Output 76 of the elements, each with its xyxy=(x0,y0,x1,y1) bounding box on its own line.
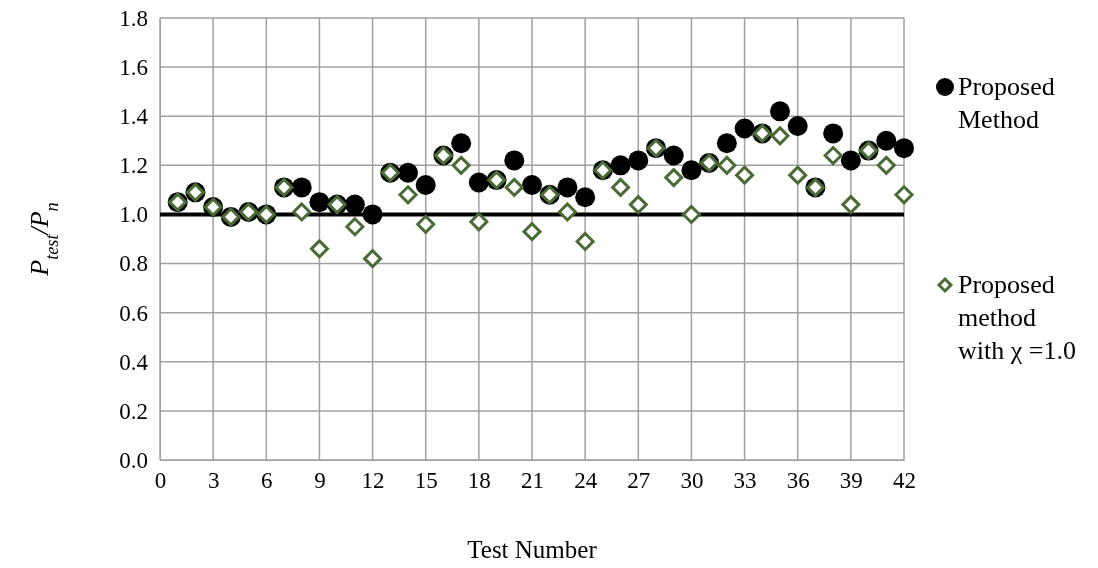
point xyxy=(663,145,684,166)
point xyxy=(345,217,365,237)
y-tick-label: 1.0 xyxy=(119,202,148,228)
y-tick-label: 0.0 xyxy=(119,447,148,473)
point xyxy=(628,150,649,171)
x-tick-label: 42 xyxy=(893,468,916,494)
point xyxy=(451,155,471,175)
point xyxy=(876,130,897,151)
point xyxy=(575,231,595,251)
point xyxy=(522,222,542,242)
point xyxy=(823,123,844,144)
point xyxy=(894,138,914,159)
point xyxy=(716,133,737,154)
y-tick-label: 0.2 xyxy=(119,398,148,424)
y-tick-label: 0.4 xyxy=(119,349,149,375)
x-tick-label: 9 xyxy=(314,468,326,494)
point xyxy=(398,162,418,183)
point xyxy=(734,118,755,139)
y-tick-label: 1.2 xyxy=(119,153,148,179)
x-axis-title: Test Number xyxy=(467,536,598,563)
x-tick-label: 33 xyxy=(733,468,757,494)
point xyxy=(787,116,808,137)
point xyxy=(451,133,472,154)
x-tick-label: 39 xyxy=(839,468,863,494)
y-tick-label: 1.8 xyxy=(119,5,148,31)
point xyxy=(557,202,577,222)
x-tick-label: 18 xyxy=(467,468,491,494)
y-tick-label: 1.4 xyxy=(119,104,149,130)
x-tick-label: 21 xyxy=(521,468,544,494)
y-tick-label: 0.6 xyxy=(119,300,148,326)
point xyxy=(788,165,808,185)
point xyxy=(841,195,861,215)
point xyxy=(291,177,312,198)
legend-label: Proposed method with χ =1.0 xyxy=(958,270,1076,365)
point xyxy=(735,165,755,185)
point xyxy=(611,177,631,197)
point xyxy=(362,204,383,225)
legend-label: Proposed Method xyxy=(958,72,1055,134)
point xyxy=(717,155,737,175)
x-tick-label: 30 xyxy=(680,468,704,494)
point xyxy=(681,204,701,224)
x-tick-label: 6 xyxy=(261,468,273,494)
point xyxy=(309,192,330,213)
point xyxy=(575,187,596,208)
x-tick-label: 15 xyxy=(414,468,438,494)
y-tick-label: 0.8 xyxy=(119,251,148,277)
x-tick-label: 0 xyxy=(154,468,167,494)
point xyxy=(415,174,436,195)
point xyxy=(894,185,914,205)
point xyxy=(468,172,489,193)
point xyxy=(823,146,843,166)
point xyxy=(309,239,329,259)
point xyxy=(628,195,648,215)
x-tick-label: 36 xyxy=(786,468,810,494)
point xyxy=(398,185,418,205)
point xyxy=(610,155,631,176)
point xyxy=(664,168,684,188)
point xyxy=(344,194,365,215)
x-tick-label: 27 xyxy=(627,468,651,494)
point xyxy=(770,126,790,146)
point xyxy=(770,101,790,122)
x-tick-label: 12 xyxy=(361,468,385,494)
point xyxy=(522,174,542,195)
point xyxy=(416,214,436,234)
point xyxy=(292,202,312,222)
point xyxy=(504,177,524,197)
point xyxy=(504,150,525,171)
point xyxy=(363,249,383,269)
x-tick-label: 24 xyxy=(574,468,598,494)
x-tick-label: 3 xyxy=(207,468,220,494)
y-tick-label: 1.6 xyxy=(119,54,148,80)
point xyxy=(681,160,702,181)
point xyxy=(840,150,861,171)
point xyxy=(469,212,489,232)
point xyxy=(876,155,896,175)
point xyxy=(557,177,578,198)
